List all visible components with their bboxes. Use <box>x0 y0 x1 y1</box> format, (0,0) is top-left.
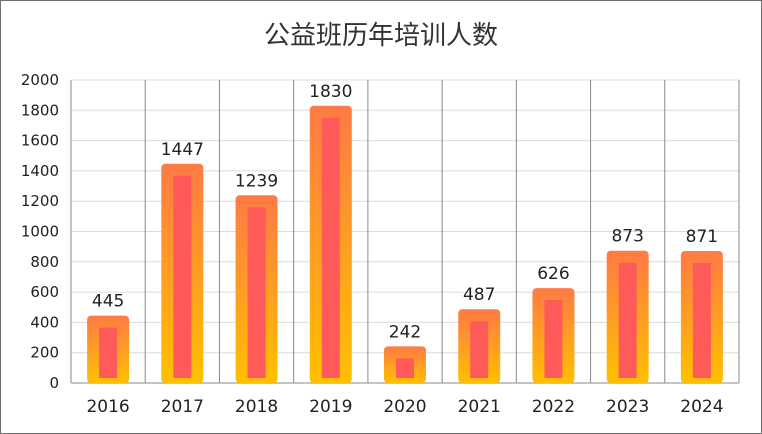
x-tick-label: 2019 <box>309 397 352 417</box>
data-label: 242 <box>389 322 421 342</box>
x-tick-label: 2022 <box>532 397 575 417</box>
x-tick-label: 2016 <box>86 397 129 417</box>
y-tick-label: 0 <box>49 374 59 392</box>
x-tick-label: 2023 <box>606 397 649 417</box>
data-label: 445 <box>92 292 124 312</box>
bar-inner-2018 <box>247 207 266 378</box>
y-axis-labels: 0 200 400 600 800 1000 1200 1400 1600 1800 2000 <box>21 71 59 392</box>
x-tick-label: 2018 <box>235 397 278 417</box>
bar-inner-2019 <box>321 117 340 378</box>
data-label: 1239 <box>235 171 278 191</box>
data-label: 1447 <box>161 140 204 160</box>
x-axis-labels: 2016 2017 2018 2019 2020 2021 2022 2023 2024 <box>86 397 723 417</box>
bar-inner-2016 <box>99 327 118 378</box>
x-tick-label: 2020 <box>383 397 426 417</box>
y-tick-label: 1200 <box>21 192 59 210</box>
bars <box>87 105 723 383</box>
y-tick-label: 1600 <box>21 132 59 150</box>
bar-inner-2022 <box>544 300 563 378</box>
data-label: 487 <box>463 285 495 305</box>
y-tick-label: 800 <box>30 253 59 271</box>
bar-inner-2020 <box>396 358 414 378</box>
chart-title: 公益班历年培训人数 <box>263 21 498 51</box>
data-label: 873 <box>611 227 643 247</box>
y-tick-label: 1400 <box>21 162 59 180</box>
y-tick-label: 200 <box>30 344 59 362</box>
x-tick-label: 2021 <box>458 397 501 417</box>
x-tick-label: 2017 <box>161 397 204 417</box>
y-tick-label: 2000 <box>21 71 59 89</box>
bar-inner-2017 <box>173 175 192 378</box>
y-tick-label: 1800 <box>21 101 59 119</box>
bar-inner-2021 <box>470 321 489 378</box>
data-labels: 445 1447 1239 1830 242 487 626 873 871 <box>92 82 718 343</box>
x-tick-label: 2024 <box>680 397 723 417</box>
data-label: 626 <box>537 264 569 284</box>
y-tick-label: 600 <box>30 283 59 301</box>
bar-inner-2024 <box>692 263 711 378</box>
y-tick-label: 400 <box>30 313 59 331</box>
y-tick-label: 1000 <box>21 223 59 241</box>
data-label: 1830 <box>309 82 352 102</box>
bar-inner-2023 <box>618 262 637 378</box>
data-label: 871 <box>686 227 718 247</box>
